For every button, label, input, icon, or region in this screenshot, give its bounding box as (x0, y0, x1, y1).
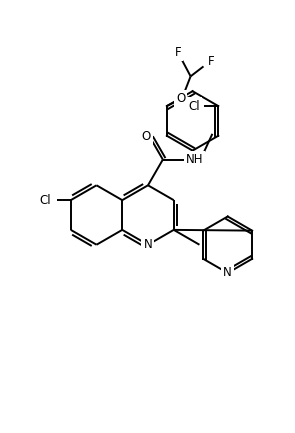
Text: Cl: Cl (39, 194, 51, 207)
Text: NH: NH (186, 153, 203, 166)
Text: Cl: Cl (189, 100, 200, 113)
Text: O: O (142, 130, 151, 143)
Text: N: N (144, 238, 153, 251)
Text: F: F (208, 55, 215, 68)
Text: O: O (176, 92, 185, 105)
Text: N: N (223, 266, 232, 279)
Text: F: F (174, 46, 181, 59)
